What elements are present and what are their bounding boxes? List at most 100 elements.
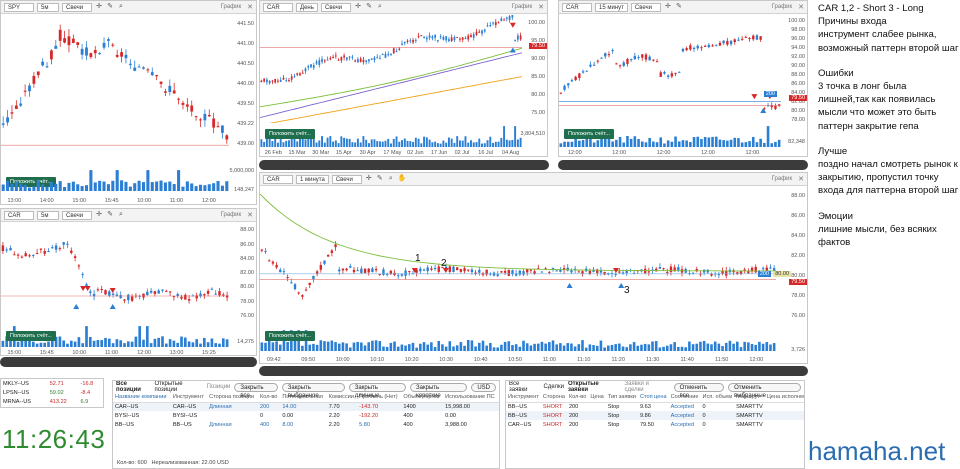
chart-spy-5m[interactable]: SPY 5м Свечи ✛ ✎ ⌕ График ✕ 441.50 441.00… [0, 0, 257, 205]
tab-all-orders[interactable]: Все заявки [509, 381, 528, 393]
table-row[interactable]: BYSI--US BYSI--US 0 0.00 2.20 -192.20 400 0.00 [113, 411, 499, 420]
close-icon[interactable]: ✕ [798, 4, 804, 11]
zoom-icon[interactable]: ⌕ [119, 211, 123, 218]
chart-car-day[interactable]: CAR День Свечи ✛ ✎ ⌕ График ✕ 100.00 95.0… [259, 0, 548, 157]
price-plot[interactable] [1, 15, 229, 155]
crosshair-icon[interactable]: ✛ [96, 3, 102, 10]
chart-type-select[interactable]: Свечи [630, 2, 661, 12]
table-row[interactable]: BB--US SHORT 200 Stop 9.63 Accepted 0 SMARTTV [506, 402, 804, 411]
list-item[interactable]: MRNA--US 413.22 6.9 [1, 397, 103, 406]
close-selected-button[interactable]: Закрыть выбранное [281, 382, 345, 399]
table-row[interactable]: CAR--US CAR--US Длинная 200 14.00 7.70 -143.70… [113, 402, 499, 411]
ticker-field[interactable]: SPY [4, 2, 34, 12]
chart-car-15m[interactable]: CAR 15 минут Свечи ✛ ✎ График ✕ 100.00 98… [558, 0, 808, 157]
chart-car-1m[interactable]: CAR 1 минута Свечи ✛ ✎ ⌕ ✋ График ✕ 88.0… [259, 172, 808, 364]
tab-trades[interactable]: Сделки [543, 384, 564, 390]
ticker-field[interactable]: CAR [263, 174, 293, 184]
timeframe-select[interactable]: 5м [37, 210, 59, 220]
close-icon[interactable]: ✕ [798, 176, 804, 183]
col-header[interactable]: Тип заявки [605, 393, 638, 403]
pen-icon[interactable]: ✎ [107, 211, 113, 218]
col-header[interactable]: Кол-во [566, 393, 589, 403]
table-row[interactable]: BB--US BB--US Длинная 400 8.00 2.20 5.80 400 3,9… [113, 420, 499, 429]
col-header[interactable]: Потенциальная [280, 393, 327, 403]
chart-type-select[interactable]: Свечи [321, 2, 351, 12]
price-plot[interactable] [559, 15, 781, 123]
chart-type-select[interactable]: Свечи [331, 174, 362, 184]
scroll-strip[interactable] [259, 160, 549, 170]
close-all-button[interactable]: Закрыть все [234, 382, 278, 399]
col-header[interactable]: Сторона [540, 393, 567, 403]
crosshair-icon[interactable]: ✛ [664, 3, 671, 10]
close-short-button[interactable]: Закрыть короткие [410, 382, 468, 399]
tab-open-orders[interactable]: Открытые заявки [567, 381, 599, 393]
zoom-icon[interactable]: ⌕ [119, 3, 123, 10]
price-plot[interactable] [260, 15, 522, 123]
close-icon[interactable]: ✕ [538, 4, 544, 11]
tab-open-positions[interactable]: Открытые позиции [154, 381, 183, 393]
chart-type-select[interactable]: Свечи [62, 2, 92, 12]
cancel-selected-button[interactable]: Отменить выбранные [728, 382, 801, 399]
ticker-field[interactable]: CAR [562, 2, 592, 12]
close-long-button[interactable]: Закрыть длинные [348, 382, 407, 399]
cancel-all-button[interactable]: Отменить все [673, 382, 725, 399]
price-plot[interactable] [260, 187, 776, 327]
col-header[interactable]: Маршрут [734, 393, 765, 403]
timeframe-select[interactable]: 1 минута [296, 174, 329, 184]
list-item[interactable]: MKLY--US 52.71 -16.8 [1, 379, 103, 388]
col-header[interactable]: Комиссии [326, 393, 358, 403]
scroll-strip[interactable] [558, 160, 808, 170]
scroll-strip[interactable] [259, 366, 808, 376]
crosshair-icon[interactable]: ✛ [96, 211, 102, 218]
col-header[interactable]: Сторона позиции [207, 393, 259, 403]
price-plot[interactable] [1, 223, 229, 323]
table-row[interactable]: CAR--US SHORT 200 Stop 79.50 Accepted 0 SMARTTV [506, 420, 804, 429]
timeframe-select[interactable]: 5м [37, 2, 59, 12]
crosshair-icon[interactable]: ✛ [365, 175, 372, 182]
pen-icon[interactable]: ✎ [366, 3, 372, 10]
tab-orders-trades[interactable]: Заявки и сделки [624, 381, 649, 393]
better-text: поздно начал смотреть рынок к закрытию, … [818, 159, 959, 197]
close-icon[interactable]: ✕ [247, 4, 253, 11]
col-header[interactable]: Объём торгов [401, 393, 444, 403]
tab-all-positions[interactable]: Все позиции [116, 381, 141, 393]
position-button[interactable]: Положить счёт... [564, 129, 614, 139]
col-header[interactable]: Исп. объем [700, 393, 735, 403]
col-header[interactable]: Инструмент [170, 393, 208, 403]
list-item[interactable]: LPSN--US 59.02 -8.4 [1, 388, 103, 397]
close-icon[interactable]: ✕ [247, 212, 253, 219]
pen-icon[interactable]: ✎ [107, 3, 113, 10]
position-button[interactable]: Положить счёт... [265, 129, 315, 139]
tab-positions[interactable]: Позиции [206, 384, 231, 390]
col-header[interactable]: Использование ПС [443, 393, 499, 403]
crosshair-icon[interactable]: ✛ [355, 3, 361, 10]
position-button[interactable]: Положить счёт... [6, 331, 56, 341]
positions-panel[interactable]: Все позиции Открытые позиции Позиции Зак… [112, 380, 500, 469]
col-header[interactable]: Цена [588, 393, 606, 403]
currency-select[interactable]: USD [471, 382, 496, 392]
zoom-icon[interactable]: ⌕ [388, 175, 393, 182]
scroll-strip[interactable] [0, 357, 257, 367]
zoom-icon[interactable]: ⌕ [378, 3, 382, 10]
position-button[interactable]: Положить счёт... [265, 331, 315, 341]
watchlist[interactable]: MKLY--US 52.71 -16.8 LPSN--US 59.02 -8.4 MRN… [0, 378, 104, 408]
col-header[interactable]: Название компании [113, 393, 171, 403]
chart-car-5m[interactable]: CAR 5м Свечи ✛ ✎ ⌕ График ✕ 88.00 86.00 84… [0, 208, 257, 356]
chart-type-select[interactable]: Свечи [62, 210, 92, 220]
position-button[interactable]: Положить счёт... [6, 177, 56, 187]
ticker-field[interactable]: CAR [263, 2, 293, 12]
timeframe-select[interactable]: День [296, 2, 318, 12]
pen-icon[interactable]: ✎ [675, 3, 682, 10]
orders-panel[interactable]: Все заявки Сделки Открытые заявки Заявки… [505, 380, 805, 469]
hand-icon[interactable]: ✋ [397, 175, 407, 182]
col-header[interactable]: Кол-во [258, 393, 281, 403]
pen-icon[interactable]: ✎ [376, 175, 383, 182]
timeframe-select[interactable]: 15 минут [595, 2, 628, 12]
table-row[interactable]: BB--US SHORT 200 Stop 9.86 Accepted 0 SMARTTV [506, 411, 804, 420]
col-header[interactable]: Стоп цена [637, 393, 669, 403]
col-header[interactable]: Состояние [668, 393, 701, 403]
col-header[interactable]: Цена исполнения [764, 393, 804, 403]
col-header[interactable]: Инструмент [506, 393, 541, 403]
ticker-field[interactable]: CAR [4, 210, 34, 220]
col-header[interactable]: Прибыль (Нет) [357, 393, 402, 403]
